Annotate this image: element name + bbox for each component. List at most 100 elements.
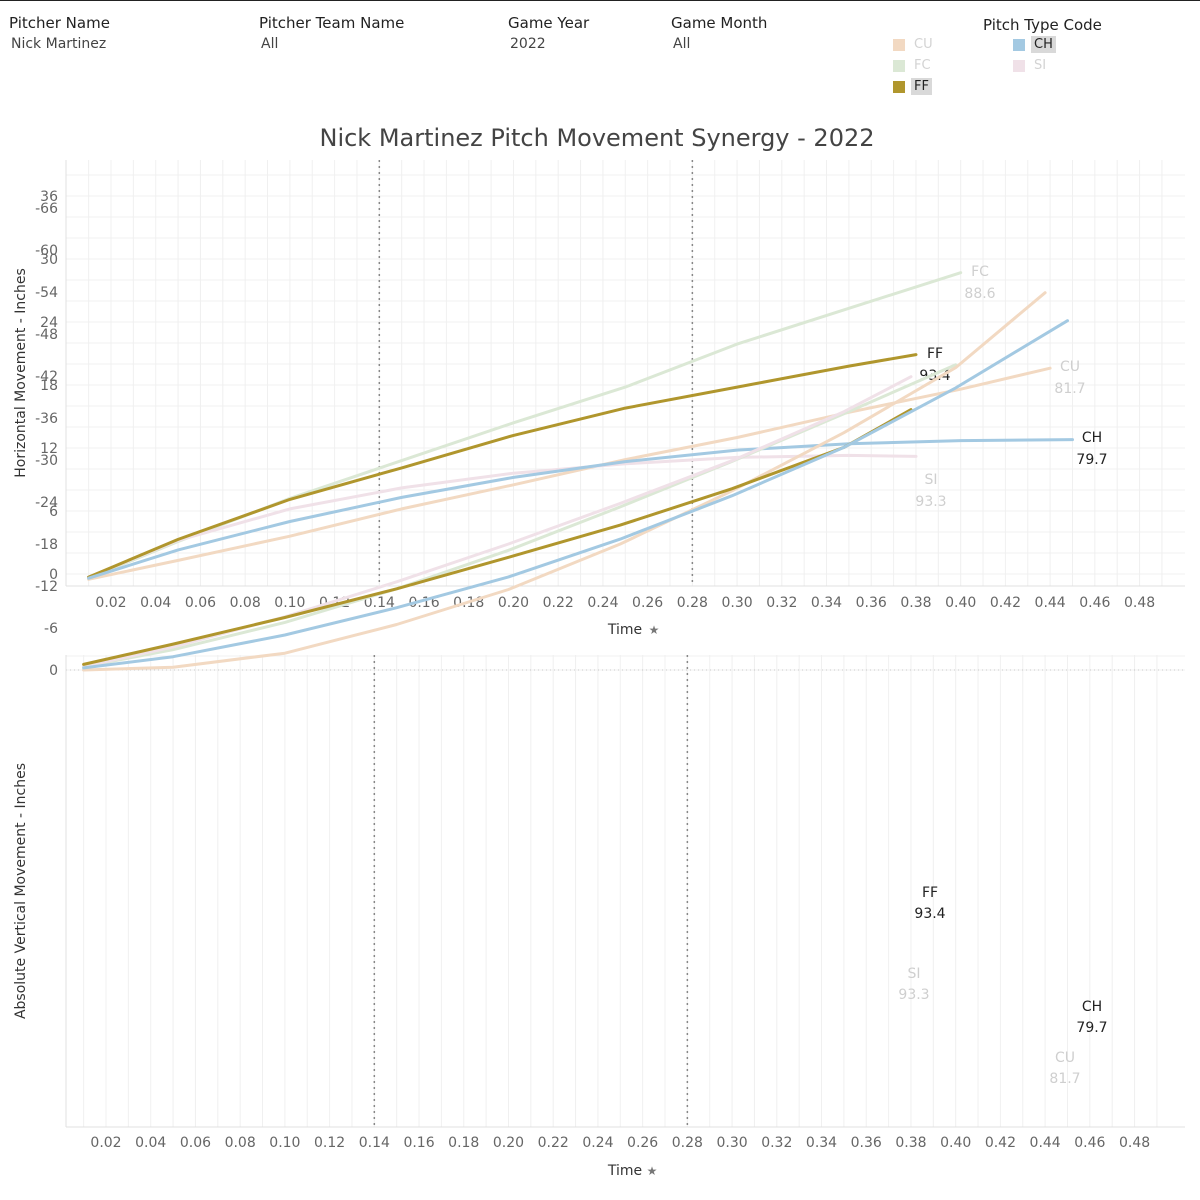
x-tick-label: 0.44: [1035, 595, 1066, 611]
x-tick-label: 0.36: [856, 595, 887, 611]
x-tick-label: 0.28: [677, 595, 708, 611]
y-tick-label: 12: [40, 441, 58, 457]
x-tick-label: 0.42: [990, 595, 1021, 611]
x-axis-title: Time: [607, 1163, 642, 1179]
x-tick-label: 0.44: [1030, 1135, 1061, 1151]
series-label-fc: FC: [971, 264, 989, 280]
series-label-si: SI: [907, 966, 920, 982]
x-tick-label: 0.20: [498, 595, 529, 611]
x-tick-label: 0.34: [811, 595, 842, 611]
x-axis-title: Time: [607, 622, 642, 638]
legend-swatch: [893, 38, 905, 51]
x-tick-label: 0.36: [851, 1135, 882, 1151]
x-tick-label: 0.32: [761, 1135, 792, 1151]
x-tick-label: 0.46: [1079, 595, 1110, 611]
series-speed-ch: 79.7: [1076, 452, 1107, 468]
legend-label: FF: [911, 78, 932, 95]
y-tick-label: 30: [40, 252, 58, 268]
x-tick-label: 0.08: [225, 1135, 256, 1151]
x-tick-label: 0.24: [582, 1135, 613, 1151]
x-tick-label: 0.14: [364, 595, 395, 611]
x-tick-label: 0.30: [716, 1135, 747, 1151]
legend-item-fc[interactable]: FC: [893, 57, 934, 74]
series-label-si: SI: [924, 472, 937, 488]
x-tick-label: 0.20: [493, 1135, 524, 1151]
series-label-cu: CU: [1055, 1050, 1075, 1066]
legend-item-cu[interactable]: CU: [893, 36, 936, 53]
vertical-movement-panel: 0 -6 -12 -18 -24 -30 -36 -42 -48 -54 -60 -66 0.02 0.0…: [13, 201, 1185, 1179]
x-tick-label: 0.38: [895, 1135, 926, 1151]
y-tick-label: -60: [35, 243, 58, 259]
x-tick-label: 0.22: [538, 1135, 569, 1151]
y-tick-label: 18: [40, 378, 58, 394]
series-line-ff: [87, 353, 918, 579]
legend-label: CU: [914, 37, 933, 52]
series-label-ch: CH: [1082, 999, 1102, 1015]
filter-value[interactable]: 2022: [510, 36, 546, 52]
x-tick-label: 0.02: [95, 595, 126, 611]
x-tick-label: 0.06: [180, 1135, 211, 1151]
legend-label: FC: [914, 58, 931, 73]
y-tick-label: -18: [35, 537, 58, 553]
series-speed-si: 93.3: [915, 494, 946, 510]
filter-game-month[interactable]: Game Month All: [671, 14, 767, 52]
series-line-cu: [87, 366, 1052, 581]
legend-title: Pitch Type Code: [983, 16, 1102, 34]
filter-game-year[interactable]: Game Year 2022: [508, 14, 589, 52]
legend-label: SI: [1034, 58, 1047, 73]
y-tick-label: 6: [49, 504, 58, 520]
x-tick-label: 0.02: [90, 1135, 121, 1151]
legend-swatch: [1013, 59, 1025, 72]
y-axis-title: Horizontal Movement - Inches: [13, 268, 29, 478]
filter-value[interactable]: All: [673, 36, 691, 52]
filter-value[interactable]: Nick Martinez: [11, 36, 107, 52]
pin-icon: ★: [649, 623, 660, 637]
series-line-si: [87, 453, 918, 579]
y-tick-label: 0: [49, 567, 58, 583]
filter-value[interactable]: All: [261, 36, 279, 52]
y-tick-label: -42: [35, 369, 58, 385]
x-tick-label: 0.16: [403, 1135, 434, 1151]
chart-title: Nick Martinez Pitch Movement Synergy - 2…: [319, 124, 874, 152]
filter-pitcher-team-name[interactable]: Pitcher Team Name All: [259, 14, 404, 52]
y-tick-label: 0: [49, 663, 58, 679]
x-tick-label: 0.24: [587, 595, 618, 611]
y-axis-title: Absolute Vertical Movement - Inches: [13, 763, 29, 1019]
legend-label: CH: [1031, 36, 1056, 53]
legend-item-ch[interactable]: CH: [1013, 36, 1056, 53]
x-tick-label: 0.08: [230, 595, 261, 611]
filter-label: Pitcher Team Name: [259, 14, 405, 32]
legend-item-si[interactable]: SI: [1013, 57, 1049, 74]
x-tick-label: 0.30: [721, 595, 752, 611]
series-line-ch: [87, 438, 1074, 580]
legend-swatch: [893, 80, 905, 93]
top-border: [0, 0, 1200, 1]
x-tick-label: 0.34: [806, 1135, 837, 1151]
legend-item-ff[interactable]: FF: [893, 78, 932, 95]
y-tick-label: -24: [35, 495, 58, 511]
y-tick-label: -54: [35, 285, 58, 301]
x-tick-label: 0.42: [985, 1135, 1016, 1151]
y-tick-label: -12: [35, 579, 58, 595]
x-tick-label: 0.26: [632, 595, 663, 611]
y-tick-label: -66: [35, 201, 58, 217]
series-label-cu: CU: [1060, 359, 1080, 375]
series-speed-cu: 81.7: [1049, 1071, 1080, 1087]
x-tick-label: 0.04: [135, 1135, 166, 1151]
series-label-ch: CH: [1082, 430, 1102, 446]
y-tick-label: -48: [35, 327, 58, 343]
x-tick-label: 0.10: [269, 1135, 300, 1151]
series-speed-si: 93.3: [898, 987, 929, 1003]
series-speed-ch: 79.7: [1076, 1020, 1107, 1036]
series-label-ff: FF: [927, 346, 943, 362]
y-tick-label: 36: [40, 189, 58, 205]
pin-icon: ★: [647, 1164, 658, 1178]
filter-label: Pitcher Name: [9, 14, 110, 32]
x-tick-label: 0.38: [900, 595, 931, 611]
filter-pitcher-name[interactable]: Pitcher Name Nick Martinez: [9, 14, 110, 52]
y-tick-label: -36: [35, 411, 58, 427]
x-tick-label: 0.26: [627, 1135, 658, 1151]
y-tick-label: 24: [40, 315, 58, 331]
y-tick-label: -30: [35, 453, 58, 469]
